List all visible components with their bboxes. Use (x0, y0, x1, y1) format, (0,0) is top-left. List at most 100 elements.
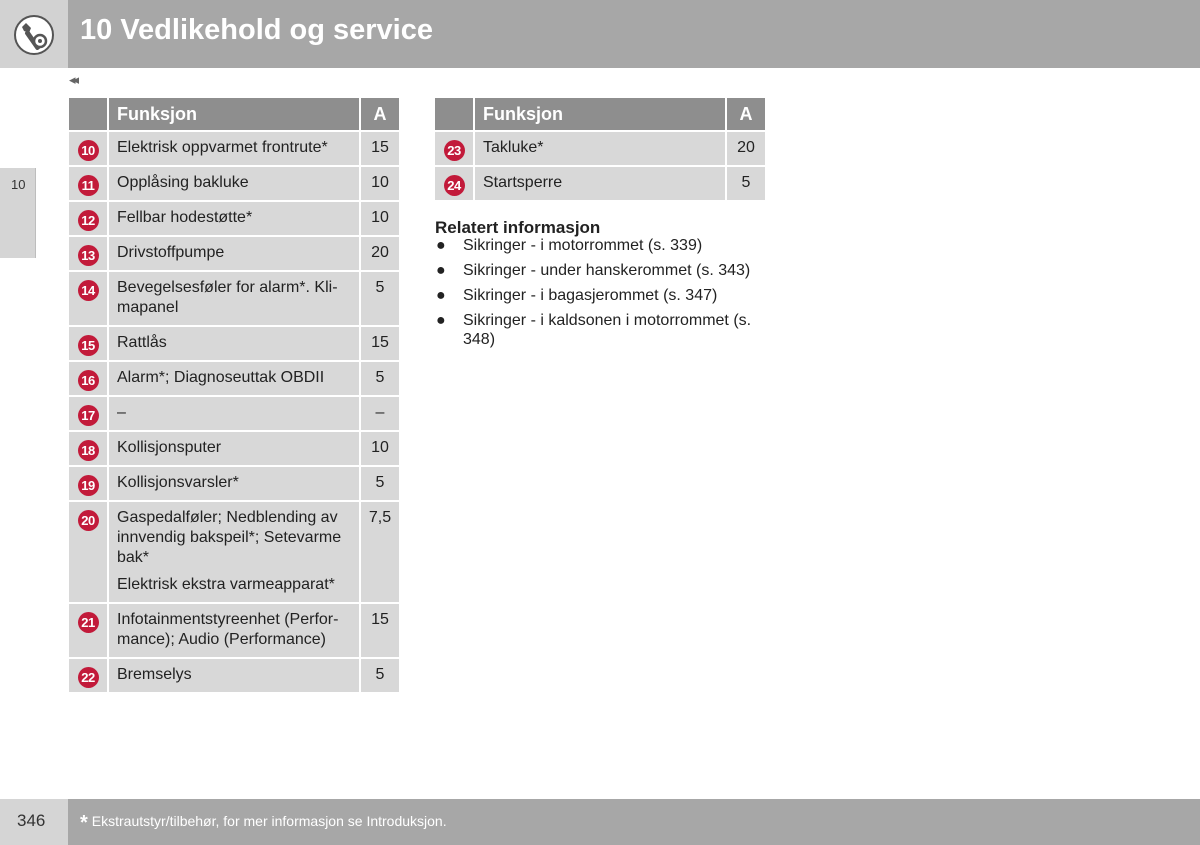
page-header: 10 Vedlikehold og service (0, 0, 1200, 68)
list-item[interactable]: ● Sikringer - under hanskerommet (s. 343) (435, 261, 765, 280)
fuse-function-cell: – (107, 397, 359, 432)
fuse-number-cell: 19 (69, 467, 107, 502)
fuse-amp-cell: 10 (359, 432, 399, 467)
fuse-number-cell: 22 (69, 659, 107, 694)
fuse-amp-cell: 15 (359, 604, 399, 659)
bullet-icon: ● (436, 312, 446, 329)
fuse-amp-cell: 15 (359, 132, 399, 167)
fuse-function-cell: Opplåsing bakluke (107, 167, 359, 202)
fuse-amp-cell: 5 (359, 362, 399, 397)
fuse-number-badge: 16 (77, 370, 99, 391)
fuse-function-cell: Drivstoffpumpe (107, 237, 359, 272)
fuse-number-badge: 20 (77, 510, 99, 531)
fuse-number-cell: 20 (69, 502, 107, 604)
fuse-amp-cell: 5 (359, 659, 399, 694)
fuse-amp-cell: – (359, 397, 399, 432)
fuse-amp-cell: 5 (725, 167, 765, 202)
fuse-function-text: Alarm*; Diagnoseuttak OBDII (117, 369, 325, 386)
fuse-function-text: Bremselys (117, 666, 192, 683)
table-header-row: Funksjon A (69, 98, 399, 132)
page-number-box: 346 (0, 799, 68, 845)
fuse-function-cell: Fellbar hodestøtte* (107, 202, 359, 237)
header-icon-box (0, 0, 68, 68)
fuse-number-cell: 15 (69, 327, 107, 362)
fuse-function-text: Takluke* (483, 139, 544, 156)
list-item[interactable]: ● Sikringer - i kaldsonen i motorrommet (… (435, 311, 765, 349)
fuse-number-cell: 10 (69, 132, 107, 167)
fuse-table-left: Funksjon A 10 Elektrisk oppvarmet frontru… (69, 98, 399, 694)
fuse-function-cell: Kollisjonsputer (107, 432, 359, 467)
fuse-number-badge: 17 (77, 405, 99, 426)
fuse-function-text: Bevegelsesføler for alarm*. Kli- mapanel (117, 279, 338, 316)
fuse-number-badge: 23 (443, 140, 465, 161)
fuse-amp-cell: 20 (725, 132, 765, 167)
table-header-amp: A (725, 98, 765, 132)
fuse-function-cell: Infotainmentstyreenhet (Perfor- mance); … (107, 604, 359, 659)
fuse-function-text: Elektrisk oppvarmet frontrute* (117, 139, 328, 156)
fuse-function-text: Rattlås (117, 334, 167, 351)
fuse-number-cell: 17 (69, 397, 107, 432)
fuse-number-badge: 14 (77, 280, 99, 301)
fuse-amp-cell: 15 (359, 327, 399, 362)
fuse-function-cell: Rattlås (107, 327, 359, 362)
table-row: 14 Bevegelsesføler for alarm*. Kli- mapan… (69, 272, 399, 327)
related-link-text[interactable]: Sikringer - i motorrommet (s. 339) (463, 237, 703, 254)
fuse-function-cell: Kollisjonsvarsler* (107, 467, 359, 502)
fuse-function-cell: Bevegelsesføler for alarm*. Kli- mapanel (107, 272, 359, 327)
fuse-function-cell: Alarm*; Diagnoseuttak OBDII (107, 362, 359, 397)
fuse-number-cell: 18 (69, 432, 107, 467)
fuse-amp-cell: 10 (359, 167, 399, 202)
fuse-number-badge: 12 (77, 210, 99, 231)
fuse-number-badge: 11 (77, 175, 99, 196)
related-link-text[interactable]: Sikringer - i kaldsonen i motorrommet (s… (463, 312, 752, 348)
list-item[interactable]: ● Sikringer - i motorrommet (s. 339) (435, 236, 765, 255)
fuse-amp-cell: 20 (359, 237, 399, 272)
related-link-text[interactable]: Sikringer - i bagasjerommet (s. 347) (463, 287, 718, 304)
fuse-function-text: Startsperre (483, 174, 563, 191)
table-row: 13 Drivstoffpumpe 20 (69, 237, 399, 272)
fuse-number-cell: 11 (69, 167, 107, 202)
related-link-text[interactable]: Sikringer - under hanskerommet (s. 343) (463, 262, 751, 279)
page-number: 346 (17, 811, 46, 830)
table-header-function: Funksjon (107, 98, 359, 132)
fuse-number-cell: 12 (69, 202, 107, 237)
table-row: 12 Fellbar hodestøtte* 10 (69, 202, 399, 237)
fuse-function-text: Drivstoffpumpe (117, 244, 225, 261)
bullet-icon: ● (436, 262, 446, 279)
table-row: 20 Gaspedalføler; Nedblending av innvendi… (69, 502, 399, 604)
table-row: 10 Elektrisk oppvarmet frontrute* 15 (69, 132, 399, 167)
table-row: 22 Bremselys 5 (69, 659, 399, 694)
fuse-number-badge: 19 (77, 475, 99, 496)
table-row: 11 Opplåsing bakluke 10 (69, 167, 399, 202)
fuse-function-text: Infotainmentstyreenhet (Perfor- mance); … (117, 611, 339, 648)
fuse-number-cell: 23 (435, 132, 473, 167)
fuse-function-text: Kollisjonsvarsler* (117, 474, 239, 491)
fuse-number-badge: 15 (77, 335, 99, 356)
bullet-icon: ● (436, 237, 446, 254)
table-header-function: Funksjon (473, 98, 725, 132)
fuse-function-cell: Bremselys (107, 659, 359, 694)
wrench-gear-icon (14, 15, 54, 55)
table-header-number (435, 98, 473, 132)
fuse-number-badge: 18 (77, 440, 99, 461)
list-item[interactable]: ● Sikringer - i bagasjerommet (s. 347) (435, 286, 765, 305)
fuse-number-badge: 10 (77, 140, 99, 161)
table-row: 19 Kollisjonsvarsler* 5 (69, 467, 399, 502)
chapter-tab-label: 10 (11, 177, 26, 192)
fuse-number-badge: 21 (77, 612, 99, 633)
fuse-function-text: Kollisjonsputer (117, 439, 222, 456)
table-header-amp: A (359, 98, 399, 132)
page-footer: 346 * Ekstrautstyr/tilbehør, for mer info… (0, 799, 1200, 845)
fuse-function-cell: Startsperre (473, 167, 725, 202)
fuse-function-cell: Takluke* (473, 132, 725, 167)
fuse-number-cell: 24 (435, 167, 473, 202)
table-header-number (69, 98, 107, 132)
fuse-number-cell: 13 (69, 237, 107, 272)
table-header-row: Funksjon A (435, 98, 765, 132)
table-row: 15 Rattlås 15 (69, 327, 399, 362)
chapter-tab[interactable]: 10 (0, 168, 36, 258)
back-arrows-icon[interactable]: ◂◂ (69, 72, 79, 87)
fuse-amp-cell: 5 (359, 467, 399, 502)
fuse-function-extra: Elektrisk ekstra varmeapparat* (117, 576, 335, 593)
fuse-function-text: Fellbar hodestøtte* (117, 209, 253, 226)
